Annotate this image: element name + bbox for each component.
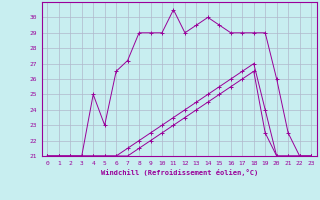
X-axis label: Windchill (Refroidissement éolien,°C): Windchill (Refroidissement éolien,°C) <box>100 169 258 176</box>
